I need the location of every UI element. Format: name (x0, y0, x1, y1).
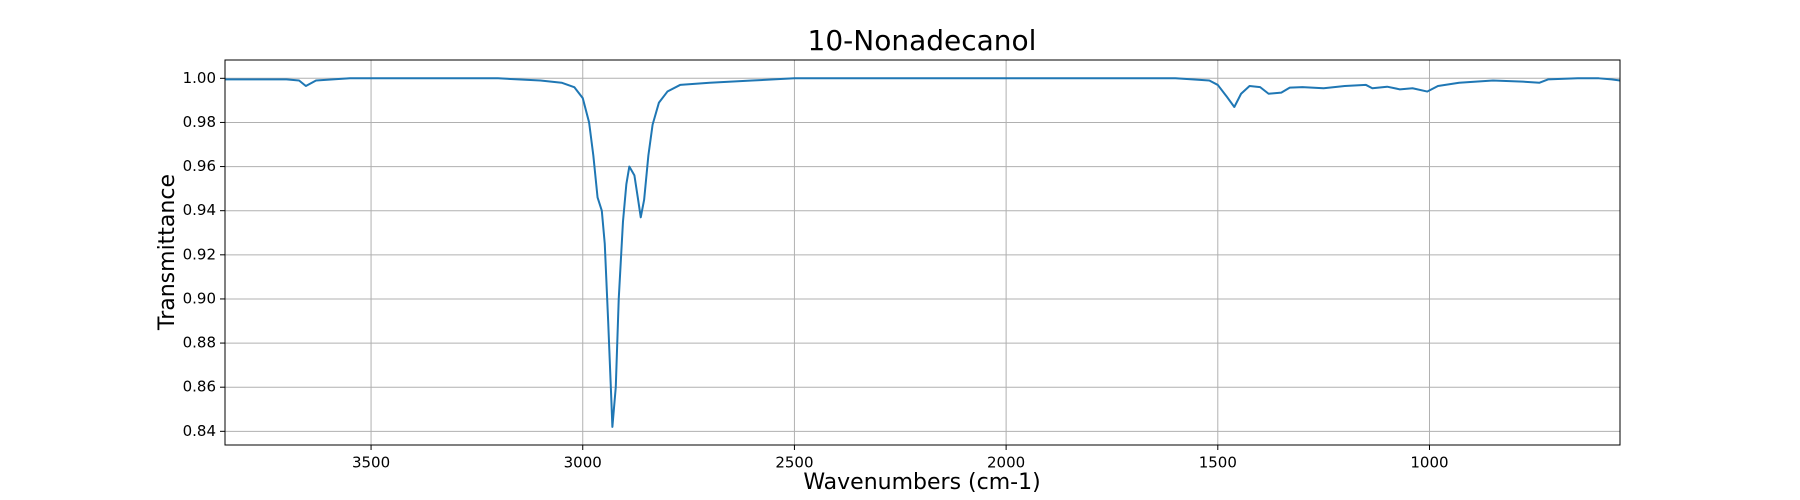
y-tick-label: 1.00 (183, 69, 216, 87)
x-tick-label: 3500 (352, 454, 390, 472)
y-tick-label: 0.94 (183, 201, 216, 219)
x-tick-label: 1500 (1199, 454, 1237, 472)
x-tick-label: 1000 (1410, 454, 1448, 472)
data-line (225, 77, 1621, 428)
y-axis-label: Transmittance (155, 174, 180, 331)
x-axis-label: Wavenumbers (cm-1) (803, 470, 1040, 495)
plot-frame (224, 59, 1621, 446)
y-tick-label: 0.92 (183, 245, 216, 263)
y-tick-label: 0.88 (183, 334, 216, 352)
y-tick-label: 0.84 (183, 422, 216, 440)
x-tick-label: 2000 (987, 454, 1025, 472)
y-tick-label: 0.90 (183, 289, 216, 307)
y-tick-label: 0.86 (183, 378, 216, 396)
y-tick-label: 0.96 (183, 157, 216, 175)
y-tick-label: 0.98 (183, 113, 216, 131)
x-tick-label: 3000 (564, 454, 602, 472)
x-tick-label: 2500 (775, 454, 813, 472)
chart-title: 10-Nonadecanol (808, 24, 1037, 57)
